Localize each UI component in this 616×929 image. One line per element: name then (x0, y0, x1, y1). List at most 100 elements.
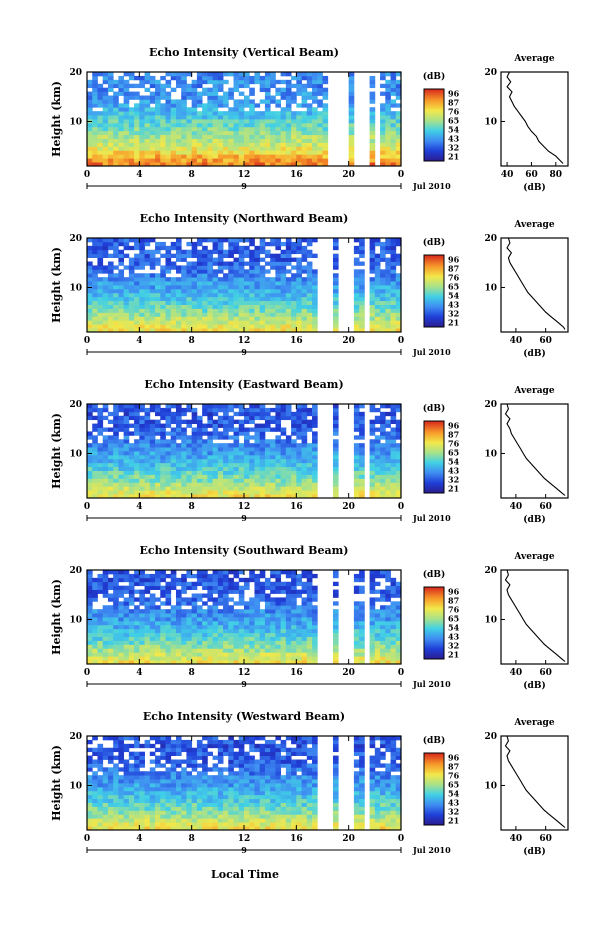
heatmap-cell (170, 443, 177, 448)
heatmap-cell (359, 285, 365, 290)
heatmap-cell (244, 447, 250, 452)
heatmap-cell (97, 411, 104, 417)
heatmap-cell (348, 115, 355, 120)
heatmap-cell (306, 265, 313, 270)
heatmap-cell (97, 652, 104, 657)
heatmap-cell (380, 404, 386, 409)
heatmap-cell (87, 759, 93, 764)
heatmap-cell (223, 427, 229, 432)
heatmap-cell (175, 238, 182, 243)
heatmap-cell (160, 454, 166, 460)
x-tick-label: 20 (342, 170, 355, 180)
heatmap-cell (175, 577, 182, 583)
heatmap-cell (212, 431, 219, 436)
heatmap-cell (296, 87, 302, 92)
heatmap-cell (280, 162, 287, 167)
heatmap-cell (155, 99, 161, 104)
heatmap-cell (275, 130, 282, 136)
heatmap-cell (254, 435, 261, 440)
heatmap-cell (259, 99, 266, 104)
heatmap-cell (301, 162, 308, 167)
heatmap-cell (395, 443, 402, 448)
heatmap-cell (175, 494, 182, 499)
heatmap-cell (139, 162, 145, 167)
heatmap-cell (249, 316, 255, 321)
heatmap-cell (280, 316, 287, 321)
heatmap-cell (123, 308, 130, 313)
heatmap-cell (285, 466, 292, 471)
heatmap-cell (223, 130, 229, 136)
heatmap-cell (228, 628, 234, 634)
heatmap-cell (123, 759, 130, 764)
heatmap-cell (254, 285, 261, 290)
heatmap-cell (296, 292, 302, 298)
heatmap-cell (228, 415, 234, 421)
heatmap-cell (212, 486, 219, 491)
heatmap-cell (207, 411, 213, 417)
heatmap-cell (380, 660, 386, 665)
heatmap-cell (87, 103, 93, 108)
heatmap-cell (395, 72, 402, 77)
heatmap-cell (291, 415, 297, 421)
heatmap-cell (113, 134, 119, 139)
heatmap-cell (196, 265, 203, 270)
heatmap-cell (102, 767, 109, 772)
heatmap-cell (291, 648, 297, 653)
heatmap-cell (165, 300, 172, 305)
heatmap-cell (202, 474, 208, 479)
heatmap-cell (181, 656, 187, 661)
heatmap-cell (107, 794, 114, 800)
heatmap-cell (165, 111, 172, 116)
heatmap-cell (285, 83, 292, 89)
heatmap-cell (296, 138, 302, 143)
heatmap-cell (181, 253, 187, 258)
heatmap-cell (380, 624, 386, 630)
heatmap-cell (395, 320, 402, 325)
heatmap-cell (175, 150, 182, 155)
heatmap-cell (233, 431, 240, 436)
heatmap-cell (233, 126, 240, 132)
heatmap-cell (306, 407, 313, 413)
heatmap-cell (390, 75, 397, 81)
heatmap-cell (212, 300, 219, 305)
heatmap-cell (134, 285, 140, 290)
heatmap-cell (296, 324, 302, 329)
heatmap-cell (175, 632, 182, 637)
heatmap-cell (285, 249, 292, 255)
heatmap-cell (301, 597, 308, 602)
heatmap-cell (390, 142, 397, 147)
heatmap-cell (202, 490, 208, 495)
heatmap-cell (380, 447, 386, 452)
heatmap-cell (144, 261, 151, 266)
heatmap-cell (217, 158, 224, 163)
heatmap-cell (128, 273, 135, 278)
heatmap-cell (390, 458, 397, 464)
heatmap-cell (186, 273, 193, 278)
heatmap-cell (306, 154, 313, 159)
heatmap-cell (395, 241, 402, 247)
heatmap-cell (107, 486, 114, 491)
heatmap-cell (196, 435, 203, 440)
heatmap-cell (160, 130, 166, 136)
heatmap-cell (244, 253, 250, 258)
heatmap-cell (139, 288, 145, 294)
heatmap-cell (87, 238, 93, 243)
heatmap-cell (385, 411, 391, 417)
heatmap-cell (301, 423, 308, 428)
heatmap-cell (92, 790, 98, 796)
x-tick-label: 16 (290, 668, 303, 678)
heatmap-cell (390, 439, 397, 444)
heatmap-cell (296, 648, 302, 653)
heatmap-cell (291, 632, 297, 637)
heatmap-cell (301, 150, 308, 155)
heatmap-cell (175, 605, 182, 610)
heatmap-cell (207, 138, 213, 143)
heatmap-cell (390, 601, 397, 606)
heatmap-cell (196, 146, 203, 151)
average-x-title: (dB) (523, 182, 545, 193)
heatmap-cell (369, 589, 376, 594)
heatmap-cell (196, 72, 203, 77)
heatmap-cell (312, 609, 318, 614)
heatmap-cell (332, 296, 339, 302)
heatmap-cell (270, 656, 276, 661)
